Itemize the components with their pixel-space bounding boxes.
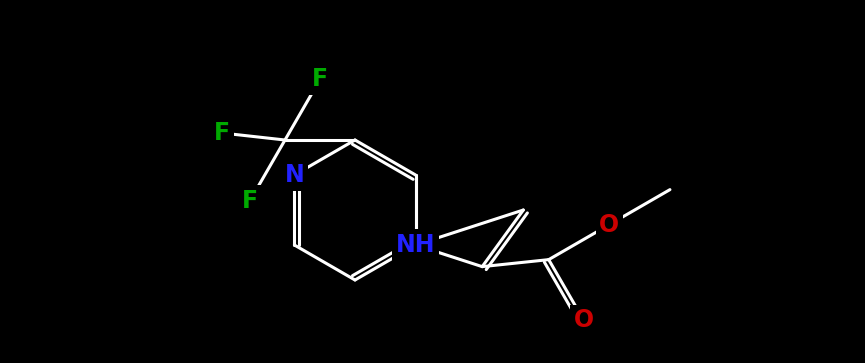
Text: F: F <box>312 68 328 91</box>
Text: F: F <box>242 189 258 213</box>
Text: NH: NH <box>396 233 435 257</box>
Text: O: O <box>599 213 619 237</box>
Text: N: N <box>285 163 304 187</box>
Text: F: F <box>214 121 230 145</box>
Text: O: O <box>573 308 593 332</box>
